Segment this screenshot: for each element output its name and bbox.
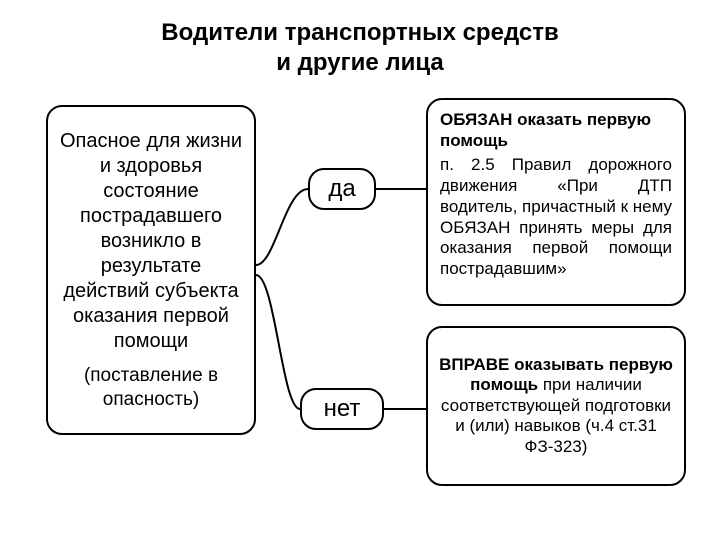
obligation-body: п. 2.5 Правил дорожного движения «При ДТ…: [440, 155, 672, 279]
edge-left-net: [256, 275, 300, 409]
page-title: Водители транспортных средств и другие л…: [0, 0, 720, 78]
obligation-head: ОБЯЗАН оказать первую помощь: [440, 110, 672, 151]
right-text: ВПРАВЕ оказывать первую помощь при налич…: [438, 355, 674, 457]
right-box: ВПРАВЕ оказывать первую помощь при налич…: [426, 326, 686, 486]
title-line-2: и другие лица: [276, 49, 444, 76]
obligation-box: ОБЯЗАН оказать первую помощь п. 2.5 Прав…: [426, 98, 686, 306]
decision-no-label: нет: [324, 395, 361, 423]
decision-yes-label: да: [328, 175, 355, 203]
decision-yes-box: да: [308, 168, 376, 210]
left-sub-text: (поставление в опасность): [58, 364, 244, 412]
left-condition-box: Опасное для жизни и здоровья состояние п…: [46, 105, 256, 435]
edge-left-da: [256, 189, 308, 265]
decision-no-box: нет: [300, 388, 384, 430]
left-main-text: Опасное для жизни и здоровья состояние п…: [58, 129, 244, 354]
title-line-1: Водители транспортных средств: [161, 19, 558, 46]
